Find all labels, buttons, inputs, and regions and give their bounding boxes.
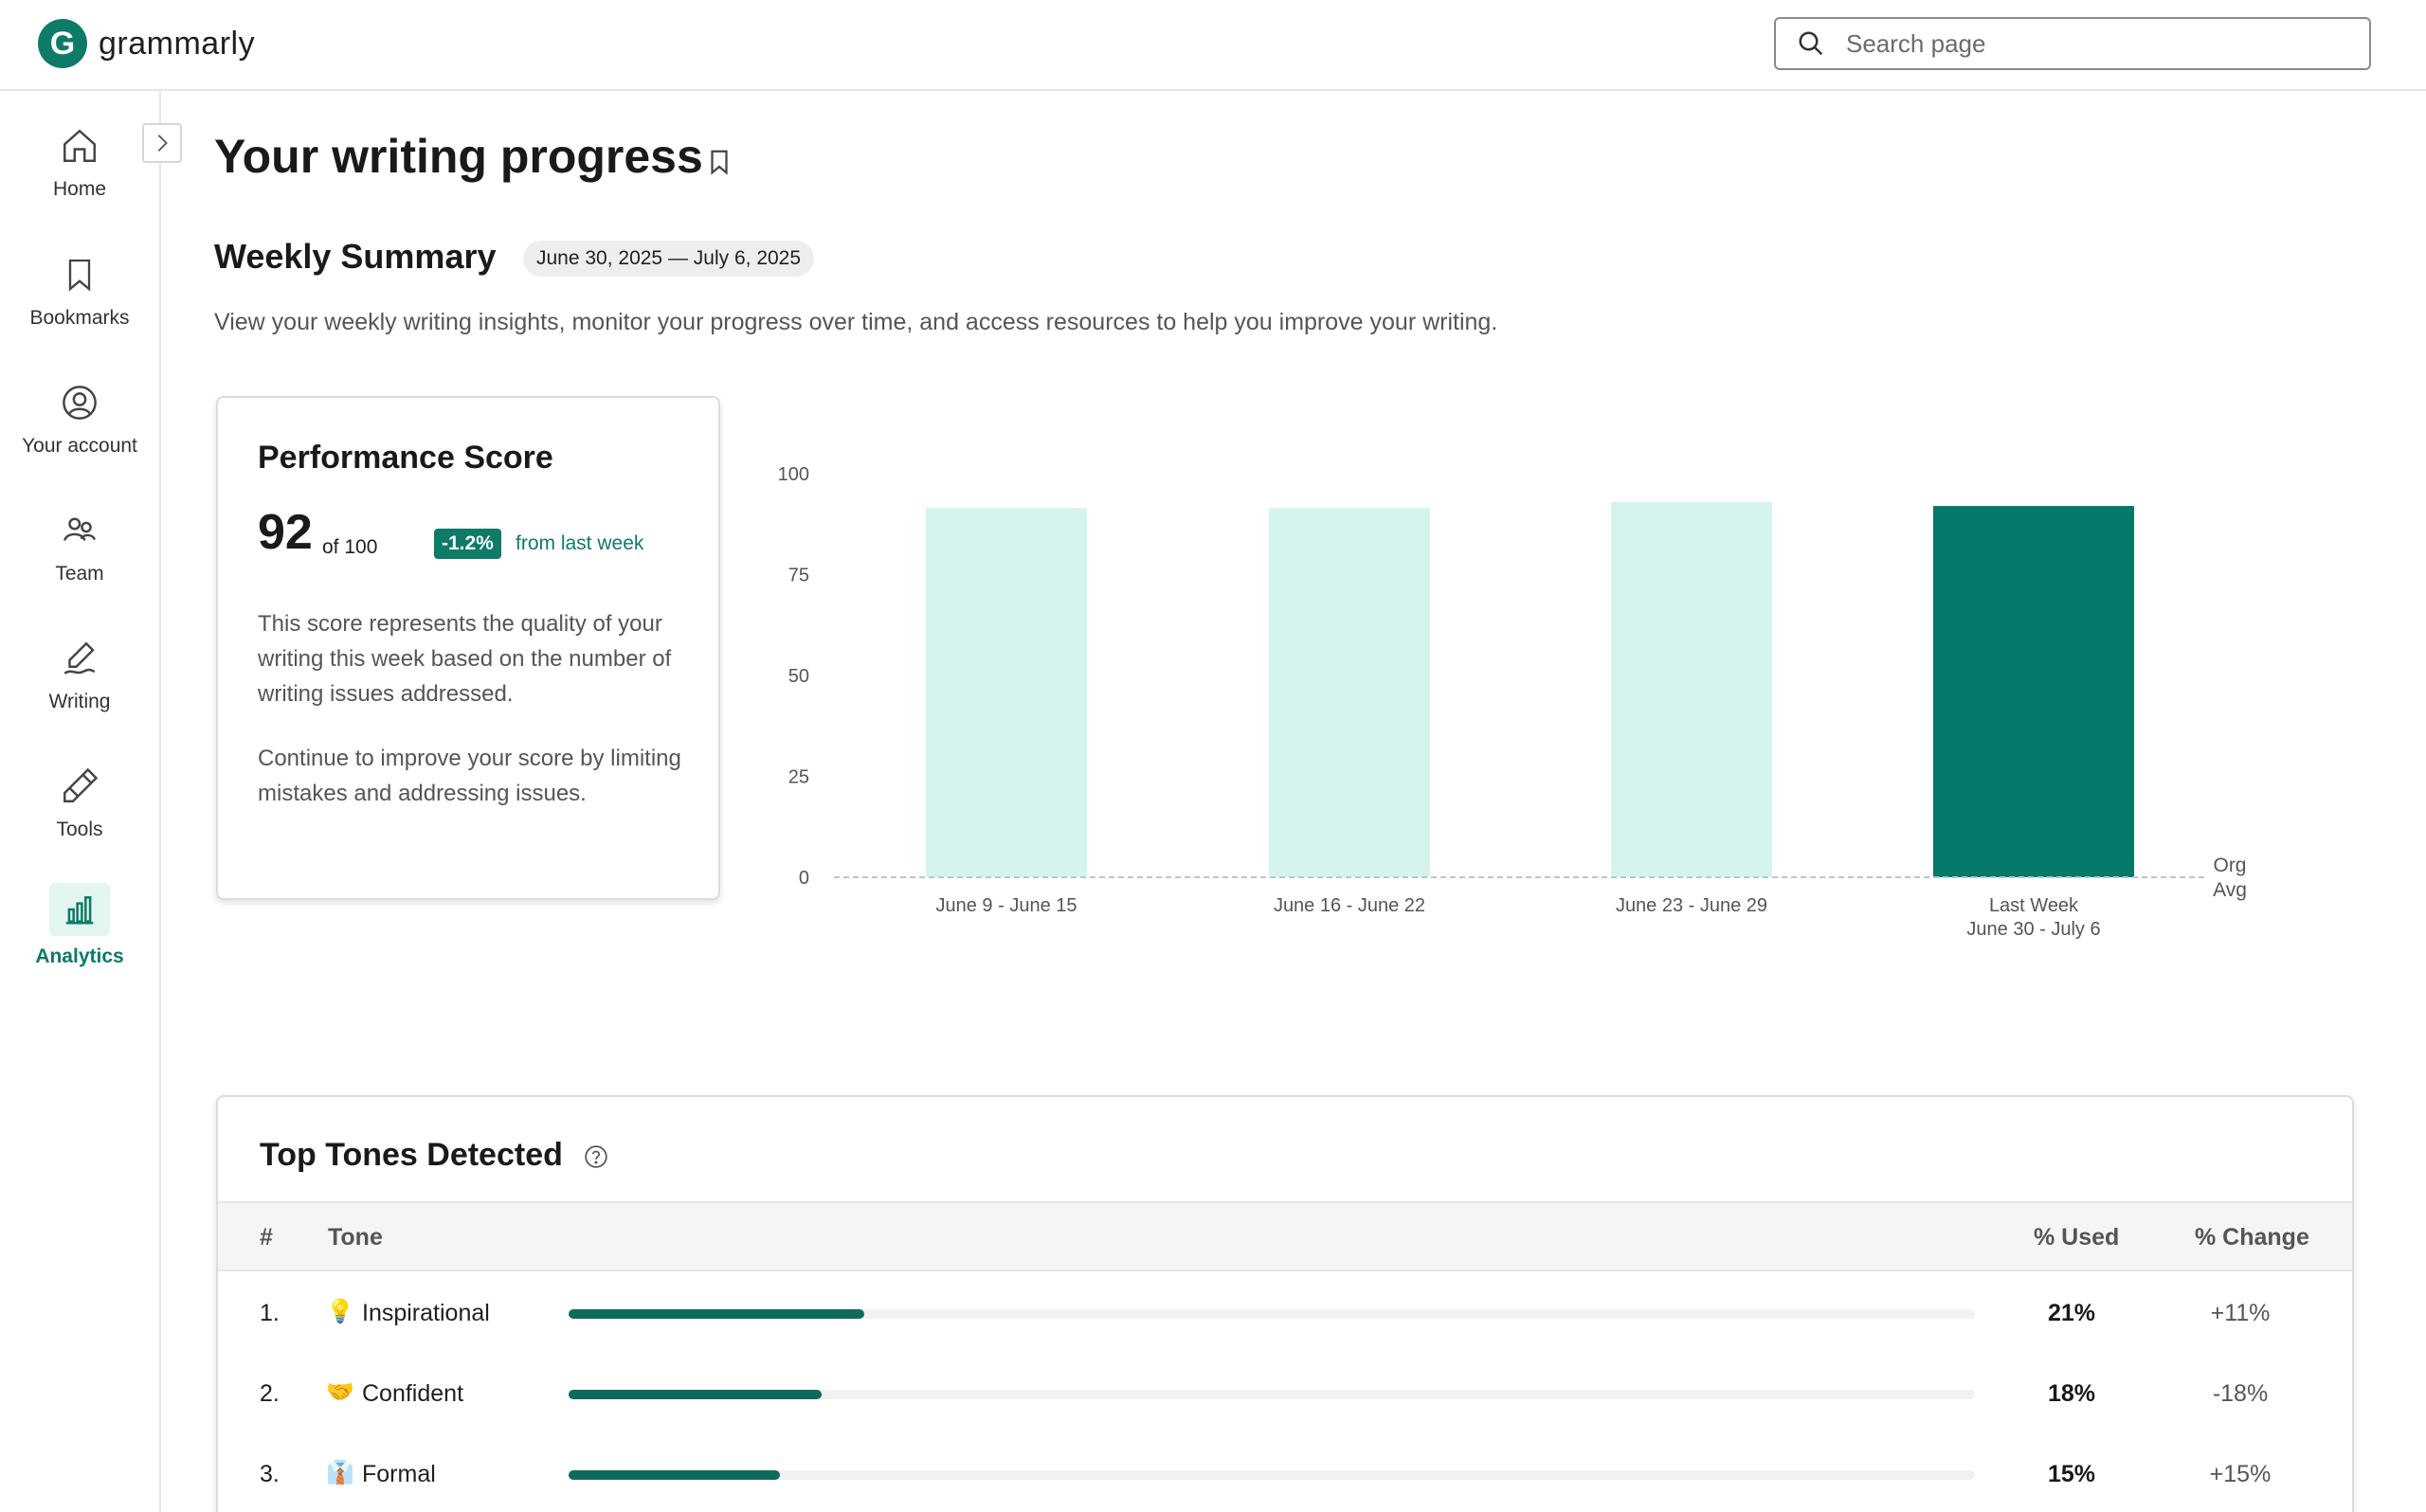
tone-used-percent: 18% [2047,1380,2096,1407]
team-icon [57,508,102,553]
chevron-right-icon [157,135,168,152]
tone-used-percent: 21% [2047,1300,2096,1326]
bookmark-page-button[interactable] [705,146,733,183]
x-tick-label: June 30 - July 6 [1966,919,2100,940]
performance-description: This score represents the quality of you… [258,611,672,707]
tone-name: Confident [362,1380,464,1407]
weekly-summary-title: Weekly Summary [214,237,497,276]
performance-score-title: Performance Score [258,440,553,476]
search-input[interactable] [1846,28,2339,59]
chart-bar [1269,508,1430,877]
tone-usage-fill [569,1470,780,1480]
tone-usage-bar [569,1309,1975,1319]
top-bar: G grammarly [0,0,2426,91]
writing-icon [57,636,102,681]
performance-tip: Continue to improve your score by limiti… [258,746,681,806]
y-tick-label: 0 [799,868,809,889]
org-avg-label: Avg [2213,879,2247,901]
tone-rank: 1. [260,1300,280,1326]
tone-used-percent: 15% [2047,1461,2096,1487]
tone-change-percent: +15% [2209,1461,2272,1487]
grammarly-logo-mark: G [38,19,87,68]
performance-score-card: Performance Score 92 of 100 -1.2% from l… [216,396,720,900]
search-icon [1799,31,1823,56]
table-row[interactable]: 1. 💡 Inspirational 21% +11% [218,1273,2352,1353]
bookmark-icon [57,252,102,297]
sidebar-item-bookmarks[interactable]: Bookmarks [0,252,159,330]
sidebar-item-label: Home [52,178,107,200]
y-tick-label: 25 [788,767,809,788]
weekly-score-chart: 0 25 50 75 100 June 9 - June 15 June 16 - June… [778,464,2247,940]
grammarly-logo[interactable]: G grammarly [38,19,255,68]
score-change-label: from last week [516,532,644,554]
sidebar-item-tools[interactable]: Tools [0,764,159,841]
top-tones-title: Top Tones Detected [260,1137,563,1173]
tone-usage-bar [569,1390,1975,1399]
analytics-icon [49,883,110,936]
tones-table-header: # Tone % Used % Change [218,1201,2352,1271]
home-icon [57,123,102,169]
account-icon [57,380,102,425]
help-icon[interactable] [584,1144,608,1174]
handshake-icon: 🤝 [326,1379,354,1405]
sidebar-item-analytics[interactable]: Analytics [0,883,159,968]
grammarly-logo-text: grammarly [99,25,256,62]
lightbulb-icon: 💡 [326,1299,354,1324]
tone-rank: 2. [260,1380,280,1407]
suit-icon: 👔 [326,1460,354,1485]
y-tick-label: 100 [778,464,809,485]
sidebar-item-label: Writing [48,691,111,712]
x-tick-label: June 23 - June 29 [1616,895,1767,916]
column-header-tone: Tone [328,1224,383,1251]
table-row[interactable]: 3. 👔 Formal 15% +15% [218,1434,2352,1512]
sidebar-item-writing[interactable]: Writing [0,636,159,713]
chart-bar [1611,501,1772,877]
y-tick-label: 50 [788,666,809,687]
tone-change-percent: +11% [2210,1300,2271,1326]
column-header-used: % Used [2034,1224,2120,1251]
x-tick-label: June 16 - June 22 [1274,895,1425,916]
tone-name: Formal [362,1461,436,1487]
tone-change-percent: -18% [2212,1380,2269,1407]
top-tones-card: Top Tones Detected # Tone % Used % Chang… [216,1095,2354,1512]
sidebar-item-your-account[interactable]: Your account [0,380,159,458]
sidebar-item-label: Your account [22,435,137,457]
score-change-badge: -1.2% [434,529,501,559]
x-tick-label: June 9 - June 15 [936,895,1077,916]
sidebar: Home Bookmarks Your account Team Writing… [0,91,161,1512]
table-row[interactable]: 2. 🤝 Confident 18% -18% [218,1354,2352,1433]
y-tick-label: 75 [788,566,809,586]
sidebar-item-home[interactable]: Home [0,123,159,201]
date-range-badge: June 30, 2025 — July 6, 2025 [523,241,815,277]
column-header-change: % Change [2195,1224,2309,1251]
performance-score-value: 92 [258,505,313,560]
bookmark-icon [711,150,728,175]
tools-icon [57,764,102,809]
org-avg-label: Org [2213,855,2246,876]
sidebar-expand-button[interactable] [142,123,182,163]
page-title: Your writing progress [214,130,703,183]
tone-usage-fill [569,1390,823,1399]
tone-usage-fill [569,1309,864,1319]
performance-score-max: of 100 [322,536,378,558]
tone-name: Inspirational [362,1300,490,1326]
tone-rank: 3. [260,1461,280,1487]
sidebar-item-team[interactable]: Team [0,508,159,585]
sidebar-item-label: Tools [56,819,103,840]
sidebar-item-label: Bookmarks [29,307,130,329]
sidebar-item-label: Analytics [35,945,124,967]
page-subtitle: View your weekly writing insights, monit… [214,309,1498,335]
chart-bar [1933,506,2134,877]
sidebar-item-label: Team [55,563,104,585]
chart-bar [926,508,1087,877]
x-tick-label: Last Week [1989,895,2079,916]
column-header-number: # [260,1224,273,1251]
tone-usage-bar [569,1470,1975,1480]
search-box[interactable] [1774,17,2371,70]
